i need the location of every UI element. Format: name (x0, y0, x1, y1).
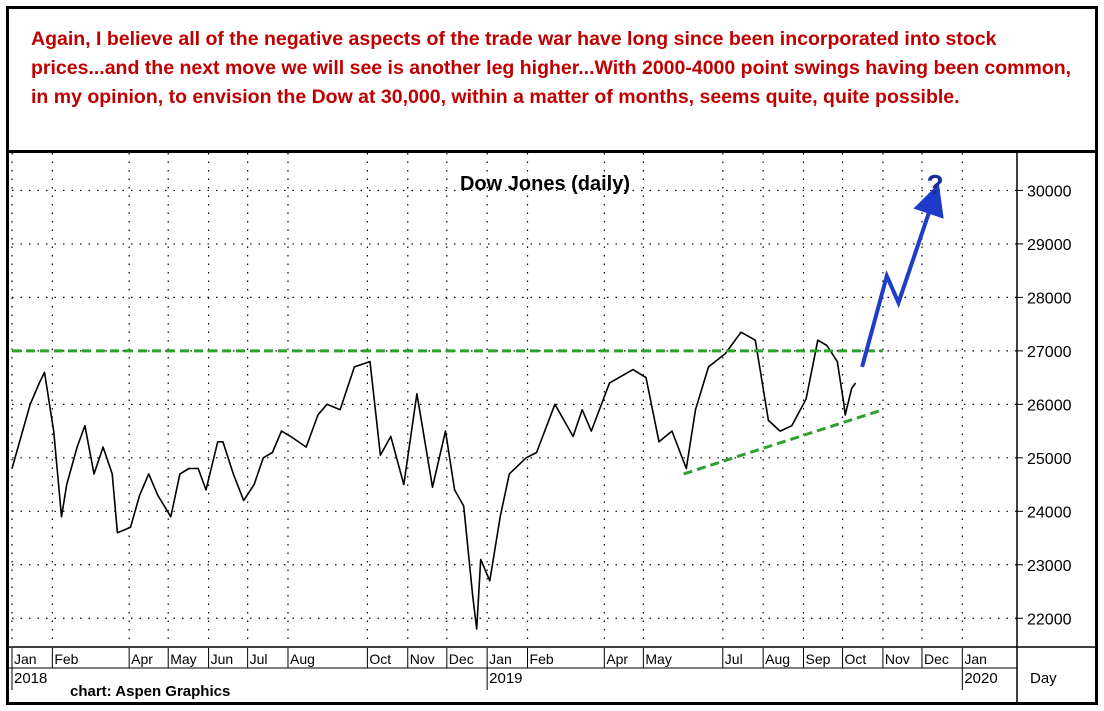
x-tick-label: Oct (845, 651, 867, 667)
x-tick-label: May (645, 651, 671, 667)
x-tick-label: May (170, 651, 196, 667)
commentary-divider (9, 150, 1095, 153)
projection-question-mark: ? (926, 169, 943, 200)
x-tick-label: Nov (410, 651, 435, 667)
year-label: 2020 (964, 670, 997, 687)
price-line (11, 331, 857, 630)
chart-frame (6, 6, 1098, 705)
chart-credit: chart: Aspen Graphics (70, 683, 230, 700)
y-tick-label: 29000 (1027, 237, 1072, 254)
year-label: 2019 (489, 670, 522, 687)
x-tick-label: Apr (606, 651, 628, 667)
x-tick-label: Feb (530, 651, 554, 667)
support-line (683, 408, 884, 476)
x-axis-unit-label: Day (1030, 670, 1057, 687)
x-tick-label: Sep (806, 651, 831, 667)
x-tick-label: Nov (885, 651, 910, 667)
y-tick-label: 26000 (1027, 397, 1072, 414)
x-tick-label: Jul (725, 651, 743, 667)
commentary-text: Again, I believe all of the negative asp… (31, 28, 1072, 108)
x-tick-label: Aug (765, 651, 790, 667)
x-tick-label: Jan (964, 651, 987, 667)
chart-title: Dow Jones (daily) (460, 173, 630, 195)
x-tick-label: Jul (250, 651, 268, 667)
x-tick-label: Aug (290, 651, 315, 667)
y-tick-label: 27000 (1027, 344, 1072, 361)
projection-arrow (860, 183, 944, 368)
x-tick-label: Dec (449, 651, 474, 667)
axes (9, 153, 1095, 705)
x-tick-label: Oct (369, 651, 391, 667)
y-tick-label: 30000 (1027, 183, 1072, 200)
labels: 22000 23000 24000 25000 26000 27000 28000 29000… (14, 183, 1072, 687)
year-label: 2018 (14, 670, 47, 687)
x-tick-label: Jun (211, 651, 234, 667)
x-tick-label: Apr (131, 651, 153, 667)
x-tick-label: Feb (54, 651, 78, 667)
y-tick-label: 23000 (1027, 558, 1072, 575)
x-tick-label: Jan (489, 651, 512, 667)
x-tick-label: Dec (924, 651, 949, 667)
x-tick-label: Jan (14, 651, 37, 667)
grid (11, 153, 1017, 645)
series (11, 183, 944, 630)
y-tick-label: 22000 (1027, 611, 1072, 628)
y-tick-label: 24000 (1027, 504, 1072, 521)
y-tick-label: 25000 (1027, 451, 1072, 468)
y-tick-label: 28000 (1027, 290, 1072, 307)
